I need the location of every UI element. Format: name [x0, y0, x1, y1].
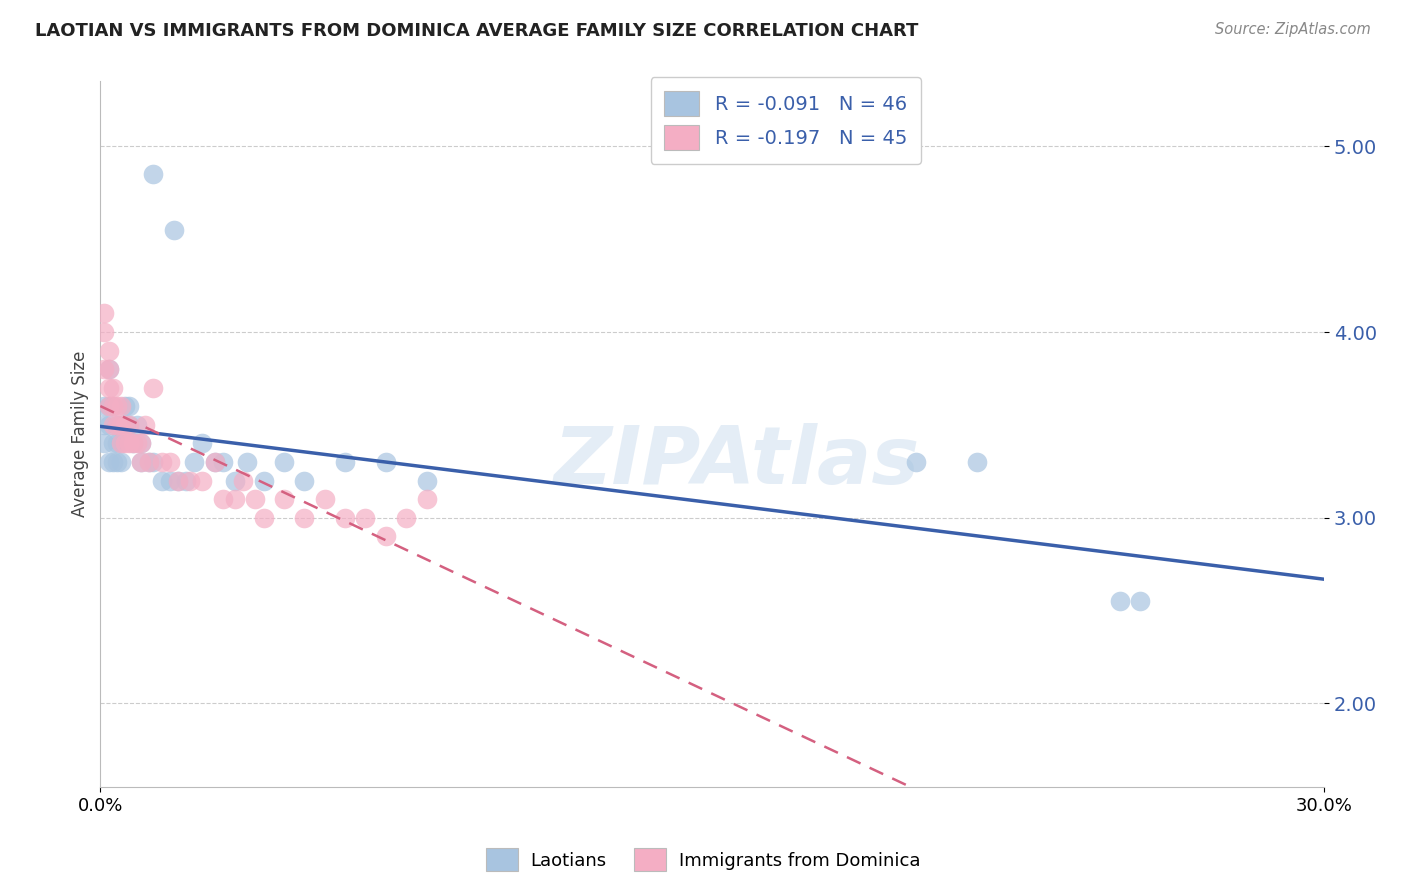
Point — [245, 492, 267, 507]
Point — [105, 399, 128, 413]
Point — [204, 455, 226, 469]
Point — [122, 436, 145, 450]
Point — [129, 455, 152, 469]
Point — [905, 455, 928, 469]
Point — [252, 474, 274, 488]
Point — [224, 474, 246, 488]
Point — [292, 474, 315, 488]
Point — [138, 455, 160, 469]
Point — [93, 325, 115, 339]
Point — [138, 455, 160, 469]
Point — [97, 399, 120, 413]
Point — [97, 455, 120, 469]
Point — [110, 436, 132, 450]
Point — [142, 167, 165, 181]
Point — [174, 474, 197, 488]
Point — [105, 417, 128, 432]
Point — [211, 455, 233, 469]
Point — [118, 417, 141, 432]
Legend: R = -0.091   N = 46, R = -0.197   N = 45: R = -0.091 N = 46, R = -0.197 N = 45 — [651, 77, 921, 164]
Point — [150, 455, 173, 469]
Point — [1109, 594, 1132, 608]
Point — [114, 417, 136, 432]
Point — [105, 455, 128, 469]
Point — [415, 492, 437, 507]
Text: Source: ZipAtlas.com: Source: ZipAtlas.com — [1215, 22, 1371, 37]
Point — [93, 362, 115, 376]
Point — [204, 455, 226, 469]
Point — [314, 492, 336, 507]
Point — [159, 455, 181, 469]
Point — [129, 436, 152, 450]
Point — [129, 436, 152, 450]
Point — [191, 436, 214, 450]
Point — [110, 399, 132, 413]
Point — [125, 436, 148, 450]
Point — [236, 455, 259, 469]
Point — [93, 306, 115, 320]
Point — [134, 417, 156, 432]
Point — [118, 417, 141, 432]
Legend: Laotians, Immigrants from Dominica: Laotians, Immigrants from Dominica — [478, 841, 928, 879]
Point — [97, 343, 120, 358]
Point — [93, 399, 115, 413]
Point — [374, 455, 396, 469]
Point — [97, 399, 120, 413]
Point — [191, 474, 214, 488]
Point — [101, 381, 124, 395]
Point — [232, 474, 254, 488]
Point — [97, 362, 120, 376]
Y-axis label: Average Family Size: Average Family Size — [72, 351, 89, 517]
Point — [114, 436, 136, 450]
Point — [101, 455, 124, 469]
Point — [395, 510, 418, 524]
Point — [97, 417, 120, 432]
Point — [150, 474, 173, 488]
Point — [114, 417, 136, 432]
Point — [101, 436, 124, 450]
Point — [122, 436, 145, 450]
Point — [125, 417, 148, 432]
Point — [118, 399, 141, 413]
Point — [211, 492, 233, 507]
Point — [273, 492, 295, 507]
Point — [333, 510, 356, 524]
Point — [183, 455, 205, 469]
Point — [129, 455, 152, 469]
Point — [110, 436, 132, 450]
Point — [93, 417, 115, 432]
Point — [101, 399, 124, 413]
Point — [118, 436, 141, 450]
Point — [105, 436, 128, 450]
Point — [101, 399, 124, 413]
Point — [333, 455, 356, 469]
Point — [159, 474, 181, 488]
Point — [101, 417, 124, 432]
Point — [966, 455, 988, 469]
Point — [179, 474, 201, 488]
Point — [1129, 594, 1152, 608]
Point — [93, 436, 115, 450]
Point — [110, 417, 132, 432]
Point — [166, 474, 188, 488]
Point — [354, 510, 377, 524]
Point — [252, 510, 274, 524]
Point — [97, 381, 120, 395]
Point — [97, 362, 120, 376]
Point — [142, 381, 165, 395]
Point — [105, 417, 128, 432]
Point — [273, 455, 295, 469]
Text: LAOTIAN VS IMMIGRANTS FROM DOMINICA AVERAGE FAMILY SIZE CORRELATION CHART: LAOTIAN VS IMMIGRANTS FROM DOMINICA AVER… — [35, 22, 918, 40]
Point — [292, 510, 315, 524]
Point — [166, 474, 188, 488]
Point — [415, 474, 437, 488]
Point — [110, 417, 132, 432]
Point — [374, 529, 396, 543]
Text: ZIPAtlas: ZIPAtlas — [554, 424, 920, 501]
Point — [163, 223, 186, 237]
Point — [114, 399, 136, 413]
Point — [110, 455, 132, 469]
Point — [224, 492, 246, 507]
Point — [142, 455, 165, 469]
